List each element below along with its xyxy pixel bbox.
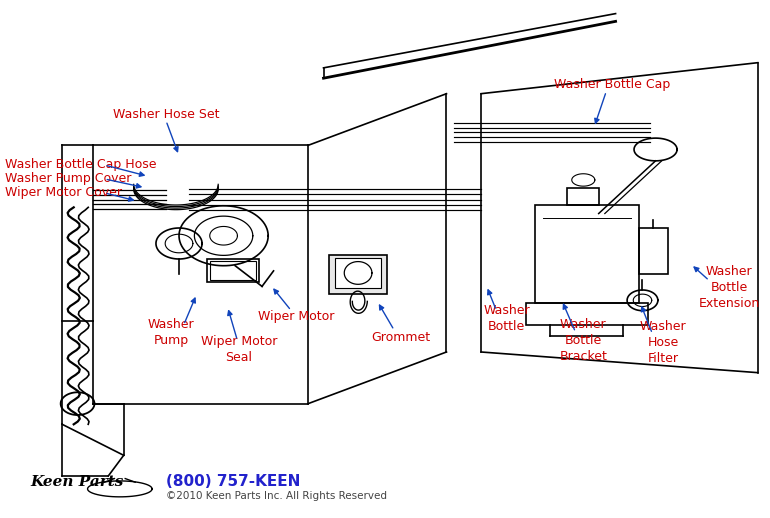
Text: (800) 757-KEEN: (800) 757-KEEN	[166, 473, 300, 488]
Bar	[206, 259, 259, 282]
Text: Washer Bottle Cap: Washer Bottle Cap	[554, 78, 670, 91]
Text: Washer
Bottle: Washer Bottle	[483, 304, 530, 333]
Text: Keen Parts: Keen Parts	[30, 475, 123, 489]
Text: Washer Hose Set: Washer Hose Set	[112, 108, 219, 121]
Bar	[329, 255, 387, 294]
Text: Wiper Motor Cover: Wiper Motor Cover	[5, 186, 122, 199]
Text: Washer
Bottle
Extension: Washer Bottle Extension	[698, 265, 760, 310]
Bar	[526, 303, 648, 325]
Bar	[209, 261, 256, 280]
Text: Grommet: Grommet	[371, 331, 430, 344]
Bar	[638, 228, 668, 275]
Text: Washer
Bottle
Bracket: Washer Bottle Bracket	[559, 318, 608, 363]
Text: Wiper Motor
Seal: Wiper Motor Seal	[201, 335, 277, 364]
Text: ©2010 Keen Parts Inc. All Rights Reserved: ©2010 Keen Parts Inc. All Rights Reserve…	[166, 491, 387, 500]
Text: Washer
Pump: Washer Pump	[148, 318, 195, 347]
Bar	[567, 188, 599, 205]
Text: Washer Bottle Cap Hose: Washer Bottle Cap Hose	[5, 159, 156, 171]
Text: Wiper Motor: Wiper Motor	[259, 310, 335, 323]
Bar	[535, 205, 638, 303]
Text: Washer
Hose
Filter: Washer Hose Filter	[640, 320, 687, 365]
Bar	[335, 258, 381, 289]
Text: Washer Pump Cover: Washer Pump Cover	[5, 172, 131, 185]
